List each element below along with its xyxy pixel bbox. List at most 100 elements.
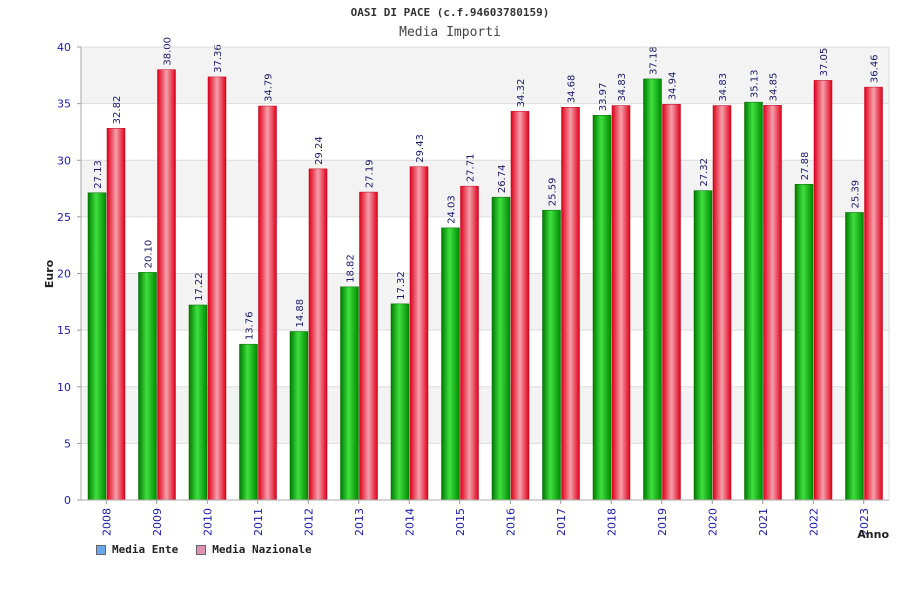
bar-ente-2011 (239, 343, 258, 501)
x-tick-label-2016: 2016 (504, 508, 517, 536)
bar-ente-2009 (138, 272, 157, 501)
bar-ente-2020 (693, 190, 713, 501)
bar-label-ente-2013: 18.82 (346, 254, 357, 283)
x-axis: 2008 2009 2010 2011 2012 2013 2014 2015 2016 2017… (81, 499, 889, 536)
y-tick-label: 5 (64, 437, 71, 450)
bar-label-nazionale-2019: 34.94 (668, 72, 679, 101)
bar-ente-2019 (643, 78, 662, 501)
bar-ente-2022 (794, 184, 814, 501)
bar-nazionale-2014 (409, 166, 429, 501)
legend-item-nazionale: Media Nazionale (196, 543, 312, 556)
x-tick-label-2023: 2023 (858, 508, 871, 536)
x-tick-label-2013: 2013 (353, 508, 366, 536)
bar-ente-2021 (744, 101, 763, 501)
bar-ente-2023 (845, 212, 864, 501)
y-tick-label: 15 (57, 324, 71, 337)
bar-label-ente-2018: 33.97 (598, 83, 609, 112)
bar-ente-2018 (592, 115, 612, 501)
bar-nazionale-2012 (308, 168, 328, 501)
bar-label-ente-2016: 26.74 (497, 165, 508, 194)
x-tick-label-2019: 2019 (656, 508, 669, 536)
bar-label-nazionale-2012: 29.24 (314, 136, 325, 165)
legend-swatch-ente (96, 544, 106, 555)
bar-ente-2010 (188, 304, 208, 501)
legend: Media Ente Media Nazionale (96, 543, 312, 556)
chart-subtitle: Media Importi (399, 25, 501, 40)
legend-item-ente: Media Ente (96, 543, 178, 556)
bars (87, 69, 883, 501)
bar-nazionale-2019 (662, 104, 681, 501)
x-tick-label-2022: 2022 (807, 508, 820, 536)
bar-nazionale-2010 (207, 76, 227, 501)
bar-label-ente-2017: 25.59 (548, 178, 559, 207)
bar-label-nazionale-2011: 34.79 (264, 73, 275, 102)
x-tick-label-2012: 2012 (302, 508, 315, 536)
bar-nazionale-2023 (864, 86, 883, 501)
bar-nazionale-2022 (813, 80, 833, 501)
x-tick-label-2009: 2009 (151, 508, 164, 536)
legend-swatch-nazionale (196, 544, 207, 555)
x-tick-label-2014: 2014 (403, 508, 416, 536)
bar-ente-2012 (289, 331, 309, 501)
bar-label-nazionale-2010: 37.36 (213, 44, 224, 73)
bar-label-ente-2014: 17.32 (396, 271, 407, 300)
bar-label-nazionale-2022: 37.05 (819, 48, 830, 77)
bar-label-nazionale-2015: 27.71 (466, 154, 477, 183)
bar-ente-2008 (87, 192, 107, 501)
bar-nazionale-2008 (106, 128, 126, 501)
bar-nazionale-2021 (763, 105, 782, 501)
x-tick-label-2015: 2015 (454, 508, 467, 536)
bar-labels: 27.13 32.82 20.10 38.00 17.22 37.36 13.76 34.79… (93, 37, 881, 340)
x-tick-label-2020: 2020 (706, 508, 719, 536)
bar-label-ente-2012: 14.88 (295, 299, 306, 328)
bar-label-nazionale-2023: 36.46 (870, 54, 881, 83)
bar-nazionale-2020 (712, 105, 732, 501)
bar-label-ente-2009: 20.10 (144, 240, 155, 269)
y-tick-label: 0 (64, 494, 71, 507)
bar-label-nazionale-2008: 32.82 (112, 96, 123, 125)
bar-label-ente-2022: 27.88 (800, 152, 811, 181)
bar-nazionale-2013 (359, 191, 378, 501)
bar-label-nazionale-2014: 29.43 (415, 134, 426, 163)
chart-title: OASI DI PACE (c.f.94603780159) (350, 6, 550, 19)
bar-label-nazionale-2017: 34.68 (567, 75, 578, 104)
y-tick-label: 40 (57, 41, 71, 54)
bar-ente-2015 (441, 227, 460, 501)
bar-label-nazionale-2016: 34.32 (516, 79, 527, 108)
x-axis-label: Anno (857, 528, 889, 541)
bar-label-ente-2023: 25.39 (851, 180, 862, 209)
y-tick-label: 25 (57, 211, 71, 224)
bar-nazionale-2011 (258, 105, 277, 501)
bar-label-ente-2020: 27.32 (699, 158, 710, 187)
x-tick-label-2010: 2010 (201, 508, 214, 536)
legend-label-ente: Media Ente (112, 543, 179, 556)
bar-label-nazionale-2018: 34.83 (617, 73, 628, 102)
x-tick-label-2017: 2017 (555, 508, 568, 536)
x-tick-label-2021: 2021 (757, 508, 770, 536)
bar-ente-2017 (542, 209, 561, 501)
y-axis: 0 5 10 15 20 25 30 35 40 (57, 41, 890, 507)
y-tick-label: 35 (57, 98, 71, 111)
bar-label-ente-2011: 13.76 (245, 312, 256, 341)
x-tick-label-2018: 2018 (605, 508, 618, 536)
bar-ente-2016 (491, 196, 511, 501)
bar-label-ente-2008: 27.13 (93, 160, 104, 189)
legend-label-nazionale: Media Nazionale (212, 543, 312, 556)
x-tick-label-2011: 2011 (252, 508, 265, 536)
bar-label-ente-2015: 24.03 (447, 195, 458, 224)
y-tick-label: 20 (57, 268, 71, 281)
bar-label-nazionale-2021: 34.85 (769, 73, 780, 102)
y-tick-label: 10 (57, 381, 71, 394)
bar-nazionale-2016 (510, 111, 530, 501)
bar-nazionale-2018 (611, 105, 631, 501)
bar-label-nazionale-2009: 38.00 (163, 37, 174, 66)
bar-label-nazionale-2013: 27.19 (365, 159, 376, 188)
bar-ente-2014 (390, 303, 410, 501)
x-tick-label-2008: 2008 (100, 508, 113, 536)
bar-nazionale-2009 (157, 69, 176, 501)
bar-label-ente-2019: 37.18 (649, 46, 660, 75)
bar-label-ente-2021: 35.13 (750, 70, 761, 99)
bar-nazionale-2015 (460, 185, 479, 501)
